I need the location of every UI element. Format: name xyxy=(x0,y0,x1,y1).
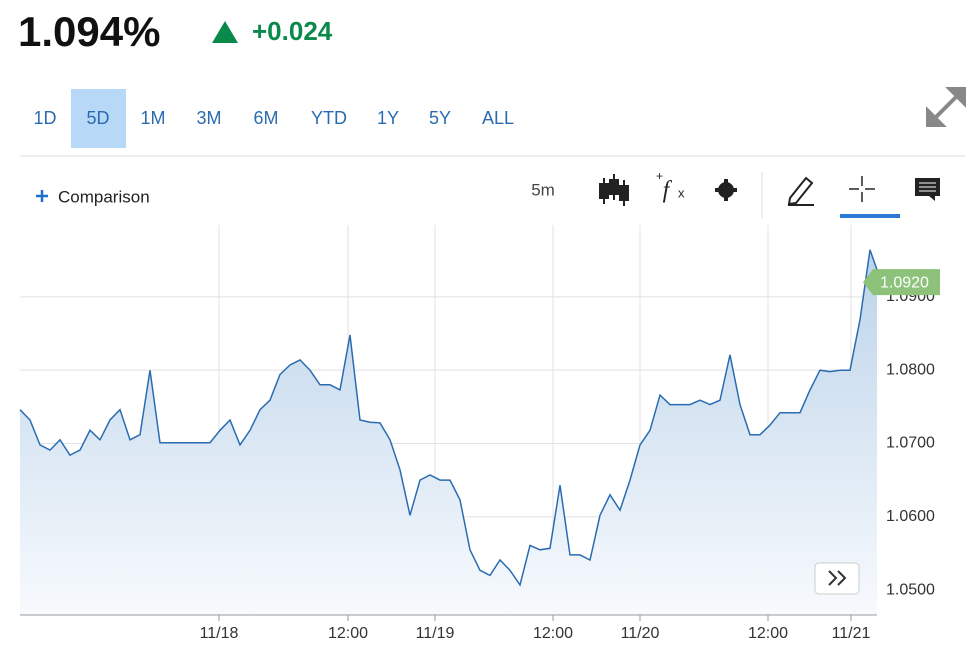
x-tick-label: 11/21 xyxy=(832,625,871,642)
last-price-tag xyxy=(863,269,940,296)
comment-icon[interactable] xyxy=(915,178,940,201)
comparison-label: Comparison xyxy=(58,187,150,206)
x-tick-label: 12:00 xyxy=(533,625,573,642)
range-selected xyxy=(71,89,126,148)
indicators-icon[interactable]: f x + xyxy=(656,169,685,203)
price-line xyxy=(19,249,878,587)
last-price-label: 1.0920 xyxy=(880,274,929,291)
x-tick-label: 11/19 xyxy=(416,625,455,642)
draw-icon[interactable] xyxy=(787,176,814,206)
crosshair-icon[interactable] xyxy=(849,176,875,202)
y-tick-label: 1.0800 xyxy=(886,361,935,378)
x-tick-label: 12:00 xyxy=(328,625,368,642)
settings-icon[interactable] xyxy=(715,179,737,201)
chart-type-icon[interactable] xyxy=(599,174,629,206)
y-tick-label: 1.0700 xyxy=(886,435,935,452)
range-button[interactable]: 5D xyxy=(86,108,109,128)
range-button[interactable]: 5Y xyxy=(429,108,451,128)
y-tick-label: 1.0500 xyxy=(886,581,935,598)
svg-text:x: x xyxy=(678,185,685,200)
x-tick-label: 11/20 xyxy=(621,625,660,642)
range-bar: 1D 5D 1M 3M 6M YTD 1Y 5Y ALL xyxy=(33,89,514,148)
range-button[interactable]: YTD xyxy=(311,108,347,128)
y-tick-label: 1.0600 xyxy=(886,508,935,525)
range-button[interactable]: 1M xyxy=(140,108,165,128)
expand-icon[interactable] xyxy=(926,87,966,127)
area xyxy=(20,249,877,615)
svg-text:f: f xyxy=(663,178,673,204)
scroll-button[interactable] xyxy=(814,562,860,595)
svg-text:+: + xyxy=(656,169,663,183)
interval-button[interactable]: 5m xyxy=(531,180,555,199)
change: +0.024 xyxy=(252,16,333,46)
range-button[interactable]: 1Y xyxy=(377,108,399,128)
active-tool-indicator xyxy=(840,214,900,218)
up-arrow xyxy=(212,21,238,43)
x-tick-label: 12:00 xyxy=(748,625,788,642)
range-button[interactable]: ALL xyxy=(482,108,514,128)
range-button[interactable]: 3M xyxy=(196,108,221,128)
range-button[interactable]: 6M xyxy=(253,108,278,128)
comparison-button[interactable]: Comparison xyxy=(36,187,150,206)
x-tick-label: 11/18 xyxy=(200,625,239,642)
price: 1.094% xyxy=(18,8,160,55)
range-button[interactable]: 1D xyxy=(33,108,56,128)
